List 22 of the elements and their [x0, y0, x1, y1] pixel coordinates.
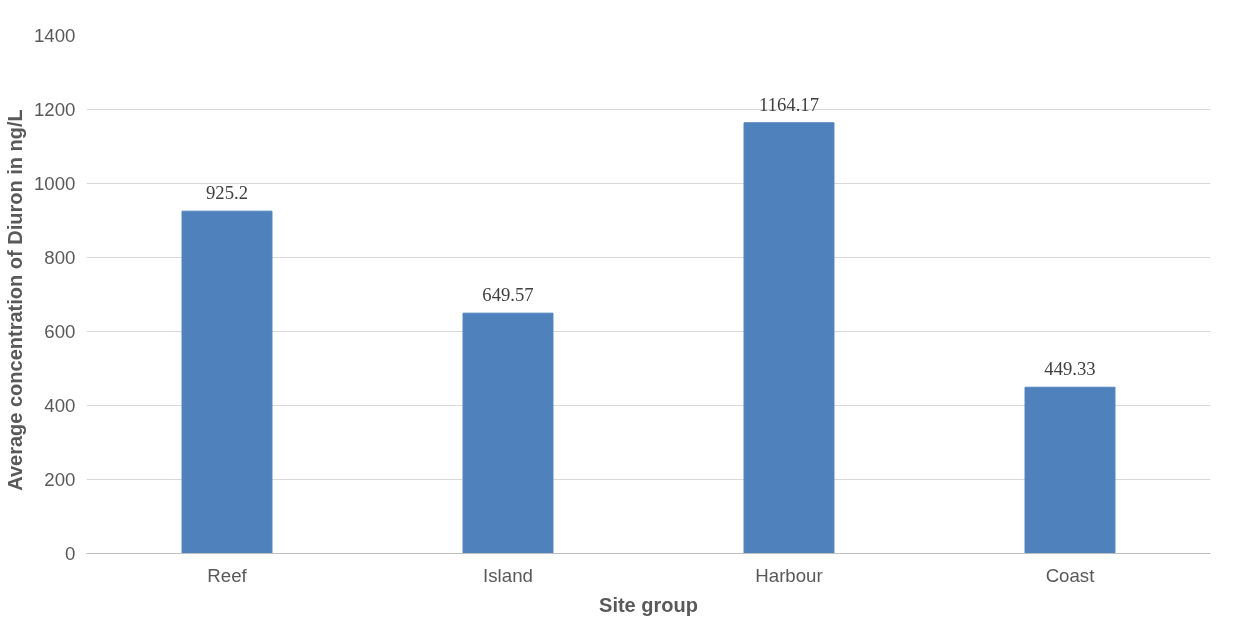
y-tick-label: 1000 [34, 173, 76, 194]
data-label: 925.2 [206, 182, 248, 204]
y-tick-label: 1400 [34, 25, 76, 46]
y-tick-label: 800 [44, 247, 76, 268]
bar [1024, 386, 1116, 554]
y-tick-label: 0 [65, 543, 76, 564]
bar [462, 312, 554, 554]
x-tick-label: Coast [1045, 564, 1096, 586]
data-label: 449.33 [1044, 358, 1096, 380]
x-tick-label: Harbour [755, 564, 823, 586]
bar [181, 210, 273, 554]
data-label: 1164.17 [759, 93, 819, 115]
y-tick-label: 200 [44, 469, 76, 490]
x-tick-label: Reef [207, 564, 248, 586]
y-axis-title: Average concentration of Diuron in ng/L [4, 109, 26, 491]
x-tick-label: Island [483, 564, 533, 586]
x-axis-title: Site group [599, 593, 698, 616]
y-tick-label: 1200 [34, 99, 76, 120]
y-tick-label: 600 [44, 321, 76, 342]
bar [743, 122, 835, 554]
data-label: 649.57 [482, 284, 534, 306]
y-tick-label: 400 [44, 395, 76, 416]
